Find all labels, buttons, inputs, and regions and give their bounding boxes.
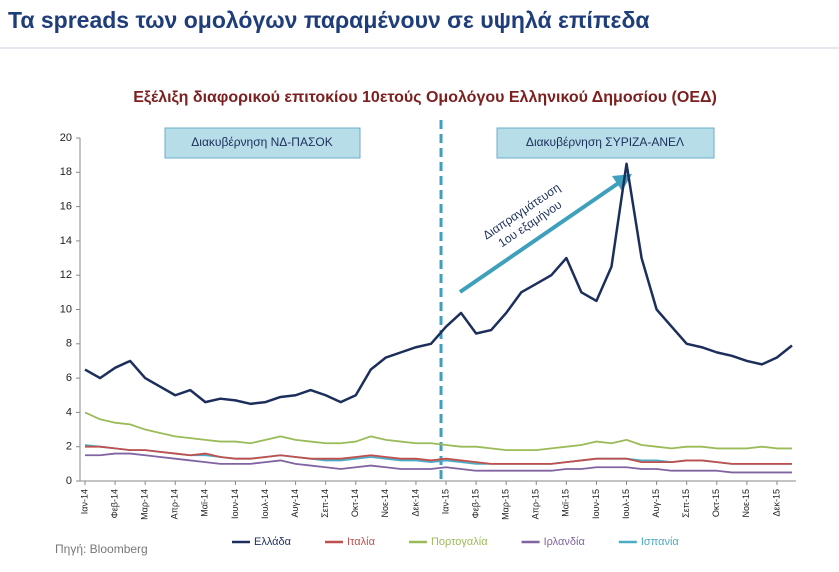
annotation-box <box>496 127 715 159</box>
x-tick-label: Μαρ-15 <box>501 489 511 520</box>
y-tick-label: 12 <box>60 269 72 281</box>
slide-title: Τα spreads των ομολόγων παραμένουν σε υψ… <box>8 7 650 33</box>
legend-label: Ιρλανδία <box>544 536 586 548</box>
annotation-box <box>164 127 361 159</box>
x-tick-label: Φεβ-14 <box>109 489 119 518</box>
annotation: Διακυβέρνηση ΝΔ-ΠΑΣΟΚ <box>191 135 332 149</box>
x-tick-label: Μαϊ-15 <box>561 489 571 517</box>
legend-label: Ιταλία <box>347 536 376 548</box>
annotation: Διακυβέρνηση ΣΥΡΙΖΑ-ΑΝΕΛ <box>526 135 684 149</box>
x-tick-label: Δεκ-14 <box>410 489 420 517</box>
y-tick-label: 16 <box>60 201 72 213</box>
x-tick-label: Οκτ-14 <box>350 489 360 517</box>
x-tick-label: Οκτ-15 <box>711 489 721 517</box>
legend-label: Πορτογαλία <box>431 536 488 548</box>
series-line <box>84 162 793 406</box>
x-tick-label: Αυγ-15 <box>651 489 661 517</box>
legend-label: Ισπανία <box>641 536 680 548</box>
x-tick-label: Αυγ-14 <box>290 489 300 517</box>
x-tick-label: Σεπ-15 <box>681 489 691 518</box>
series-line <box>85 445 792 465</box>
x-tick-label: Απρ-15 <box>531 489 541 519</box>
x-tick-label: Φεβ-15 <box>470 489 480 518</box>
x-tick-label: Νοε-14 <box>380 489 390 518</box>
y-tick-label: 10 <box>60 303 72 315</box>
source: Πηγή: Bloomberg <box>55 542 148 556</box>
series-line <box>85 452 792 474</box>
arrow-head <box>612 174 632 191</box>
x-tick-label: Νοε-15 <box>741 489 751 518</box>
x-tick-label: Ιαν-14 <box>79 489 89 514</box>
y-tick-label: 2 <box>66 441 72 453</box>
y-tick-label: 18 <box>60 166 72 178</box>
x-tick-label: Δεκ-15 <box>771 489 781 517</box>
y-tick-label: 0 <box>66 475 72 487</box>
y-tick-label: 4 <box>66 406 72 418</box>
x-tick-label: Σεπ-14 <box>320 489 330 518</box>
legend-label: Ελλάδα <box>254 536 292 548</box>
y-tick-label: 20 <box>60 132 72 144</box>
x-tick-label: Ιουλ-15 <box>621 489 631 519</box>
y-tick-label: 14 <box>60 235 72 247</box>
x-tick-label: Μαϊ-14 <box>200 489 210 517</box>
arrow <box>458 180 622 294</box>
y-tick-label: 8 <box>66 338 72 350</box>
x-tick-label: Ιουλ-14 <box>260 489 270 519</box>
y-tick-label: 6 <box>66 372 72 384</box>
x-tick-label: Ιουν-14 <box>230 489 240 519</box>
x-tick-label: Μαρ-14 <box>140 489 150 520</box>
series-line <box>84 411 792 452</box>
x-tick-label: Ιαν-15 <box>440 489 450 514</box>
chart-title: Εξέλιξη διαφορικού επιτοκίου 10ετούς Ομο… <box>133 89 717 106</box>
x-tick-label: Απρ-14 <box>170 489 180 519</box>
x-tick-label: Ιουν-15 <box>591 489 601 519</box>
